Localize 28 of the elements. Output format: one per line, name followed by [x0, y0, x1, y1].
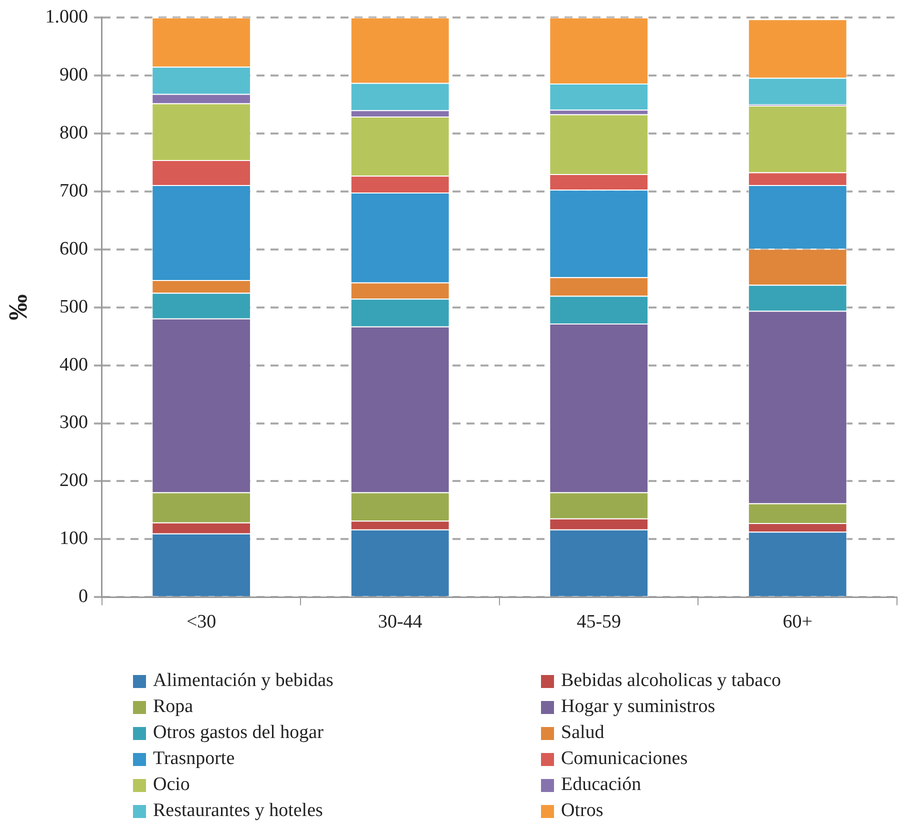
legend-label: Bebidas alcoholicas y tabaco: [561, 670, 782, 692]
y-tick-label: 900: [59, 64, 88, 86]
y-tick-label: 1.000: [45, 6, 88, 28]
legend-label: Educación: [561, 774, 642, 796]
y-tick-label: 700: [59, 180, 88, 202]
legend-label: Trasnporte: [153, 748, 235, 770]
y-tick-label: 600: [59, 238, 88, 260]
y-tick-label: 300: [59, 412, 88, 434]
legend-label: Ropa: [153, 696, 194, 718]
y-tick-label: 500: [59, 296, 88, 318]
y-tick-label: 800: [59, 122, 88, 144]
y-axis-title: ‰: [3, 294, 32, 320]
legend-label: Restaurantes y hoteles: [153, 800, 323, 822]
legend-label: Alimentación y bebidas: [153, 670, 334, 692]
y-tick-label: 200: [59, 470, 88, 492]
legend-label: Otros gastos del hogar: [153, 722, 324, 744]
y-tick-label: 0: [78, 586, 88, 608]
x-tick-label: 45-59: [576, 612, 622, 633]
y-tick-label: 400: [59, 354, 88, 376]
y-tick-label: 100: [59, 528, 88, 550]
legend-label: Salud: [561, 722, 604, 744]
legend-label: Ocio: [153, 774, 190, 796]
legend-label: Hogar y suministros: [561, 696, 716, 718]
x-tick-label: 60+: [782, 612, 812, 633]
x-tick-label: <30: [186, 612, 216, 633]
legend-label: Otros: [561, 800, 604, 822]
legend-label: Comunicaciones: [561, 748, 688, 770]
x-tick-label: 30-44: [378, 612, 423, 633]
